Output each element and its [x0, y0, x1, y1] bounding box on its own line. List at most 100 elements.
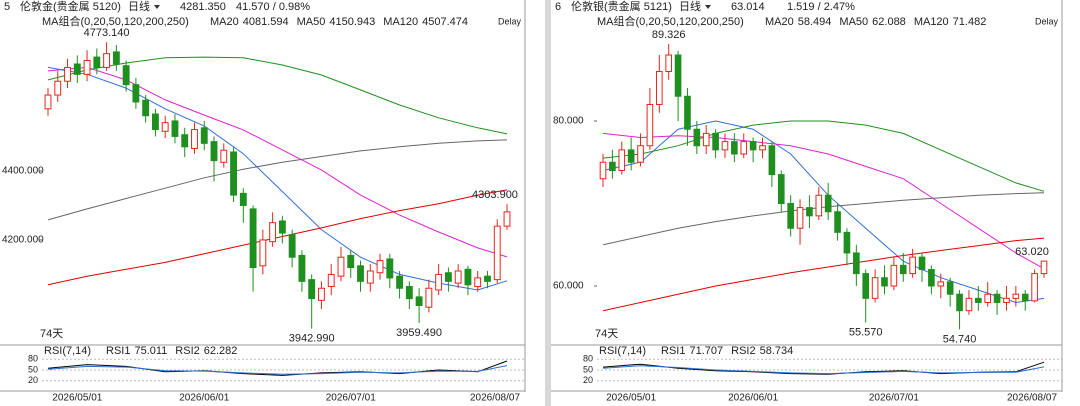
- candle-body: [327, 273, 335, 288]
- rsi-legend-name: RSI2: [175, 345, 199, 357]
- ma-group: MA组合(0,20,50,120,200,250): [597, 14, 744, 28]
- legend-value: 4081.594: [243, 16, 289, 28]
- legend-name: MA20: [765, 16, 794, 28]
- candle-body: [890, 264, 898, 287]
- candle-body: [674, 54, 682, 97]
- rsi-title: RSI(7,14): [44, 345, 91, 357]
- legend-value: 58.494: [798, 16, 832, 28]
- ma-line: [602, 132, 1045, 270]
- candle-body: [618, 149, 626, 171]
- period-selector[interactable]: 日线: [679, 0, 701, 13]
- candle-body: [834, 211, 841, 233]
- legend-name: MA50: [839, 16, 868, 28]
- candle-body: [83, 60, 91, 75]
- candle-body: [484, 275, 491, 282]
- candle-body: [278, 220, 286, 234]
- legend-name: MA120: [383, 16, 418, 28]
- candle-body: [386, 258, 394, 279]
- candle-body: [609, 161, 616, 171]
- candle-body: [627, 149, 635, 163]
- candle-body: [249, 208, 257, 269]
- candle-body: [749, 141, 757, 151]
- extreme-annotation: 3959.490: [396, 327, 442, 339]
- panel-index: 6: [555, 1, 561, 13]
- y-tick-label: 4200.000: [2, 235, 44, 246]
- rsi-legend-value: 75.011: [134, 345, 167, 357]
- candle-body: [444, 272, 452, 282]
- candle-body: [909, 256, 916, 275]
- candle-body: [464, 268, 472, 286]
- candle-body: [376, 260, 384, 274]
- last-price: 63.014: [731, 1, 765, 13]
- candle-body: [474, 277, 482, 288]
- candle-body: [181, 134, 189, 148]
- candle-body: [918, 256, 926, 270]
- candle-body: [984, 293, 992, 303]
- candle-body: [357, 265, 364, 282]
- candle-body: [415, 296, 423, 306]
- candle-body: [239, 192, 247, 206]
- legend-name: MA50: [297, 16, 326, 28]
- candle-body: [731, 141, 738, 155]
- candle-body: [815, 194, 823, 217]
- rsi-tick-label: 50: [28, 364, 38, 374]
- rsi-line: [602, 365, 1045, 375]
- candle-body: [44, 94, 52, 110]
- candle-body: [824, 194, 832, 213]
- candle-body: [956, 293, 963, 312]
- candle-body: [599, 161, 607, 180]
- candle-body: [862, 273, 870, 299]
- candle-body: [54, 80, 62, 96]
- candle-body: [103, 53, 111, 68]
- candle-body: [740, 141, 748, 155]
- dropdown-arrow[interactable]: [705, 5, 711, 9]
- candle-body: [975, 297, 982, 303]
- candle-body: [655, 71, 663, 105]
- candle-body: [259, 239, 267, 267]
- candle-body: [777, 174, 785, 204]
- candle-body: [768, 145, 776, 176]
- x-tick-label: 2026/06/01: [728, 393, 778, 404]
- ma-line: [47, 139, 508, 221]
- extreme-annotation: 4303.900: [472, 189, 518, 201]
- period-selector[interactable]: 日线: [128, 0, 150, 13]
- rsi-legend-name: RSI2: [731, 345, 755, 357]
- candle-body: [493, 225, 501, 281]
- dropdown-arrow[interactable]: [154, 5, 160, 9]
- extreme-annotation: 55.570: [849, 326, 883, 338]
- candle-body: [1021, 293, 1029, 302]
- candle-body: [712, 132, 719, 151]
- candle-body: [965, 297, 973, 312]
- x-tick-label: 2026/07/01: [326, 393, 376, 404]
- rsi-legend-name: RSI1: [106, 345, 130, 357]
- panel-index: 5: [4, 1, 10, 13]
- candle-body: [132, 84, 140, 103]
- instrument-title: 伦敦金(贵金属 5120): [20, 0, 121, 13]
- candle-body: [112, 51, 120, 65]
- candle-body: [230, 151, 237, 196]
- candle-body: [366, 270, 374, 284]
- candle-body: [1031, 273, 1038, 302]
- extreme-annotation: 63.020: [1015, 246, 1049, 258]
- candle-body: [191, 129, 198, 150]
- candle-body: [637, 145, 644, 163]
- legend-value: 62.088: [872, 16, 906, 28]
- x-tick-label: 2026/05/01: [606, 393, 656, 404]
- candle-body: [396, 275, 404, 289]
- x-tick-label: 2026/07/01: [869, 393, 919, 404]
- price-change: 1.519 / 2.47%: [787, 1, 855, 13]
- legend-value: 4507.474: [422, 16, 468, 28]
- rsi-title: RSI(7,14): [599, 345, 646, 357]
- candle-body: [1012, 293, 1020, 299]
- candle-body: [899, 264, 907, 275]
- candle-body: [684, 95, 691, 130]
- candle-body: [853, 252, 860, 275]
- candle-body: [843, 231, 851, 254]
- rsi-line: [47, 365, 508, 375]
- x-tick-label: 2026/06/01: [179, 393, 229, 404]
- candle-body: [318, 287, 325, 301]
- extreme-annotation: 89.326: [652, 29, 686, 41]
- candle-body: [946, 281, 954, 295]
